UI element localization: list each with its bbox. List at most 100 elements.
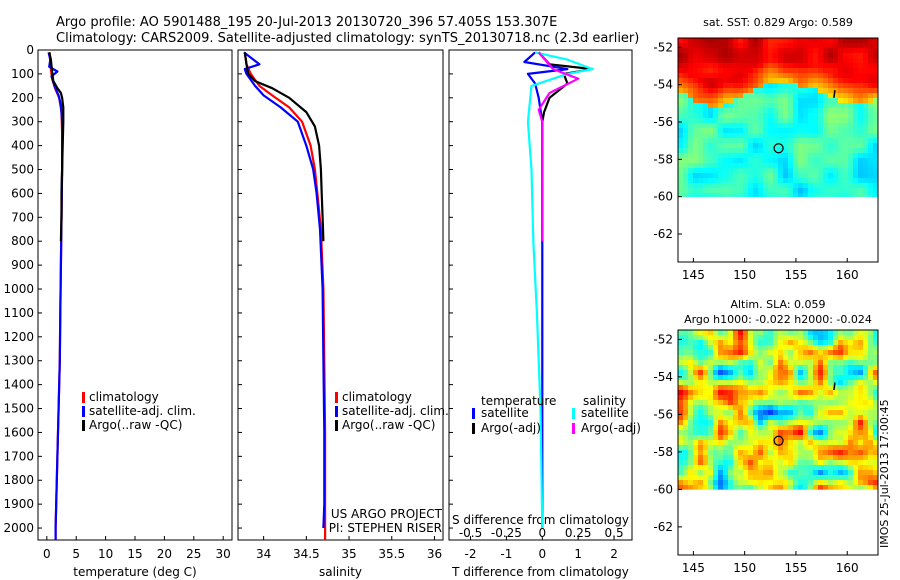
map-cell <box>803 153 809 159</box>
map-cell <box>708 183 714 189</box>
map-cell <box>688 460 694 466</box>
map-cell <box>823 355 829 361</box>
map-cell <box>708 385 714 391</box>
map-cell <box>838 440 844 446</box>
map-cell <box>678 465 684 471</box>
map-cell <box>748 48 754 54</box>
map-cell <box>848 188 854 194</box>
map-cell <box>713 390 719 396</box>
map-cell <box>748 470 754 476</box>
map-cell <box>718 385 724 391</box>
map-cell <box>778 138 784 144</box>
map-cell <box>758 48 764 54</box>
map-cell <box>698 108 704 114</box>
map-cell <box>763 138 769 144</box>
map-cell <box>713 98 719 104</box>
map-cell <box>813 148 819 154</box>
map-cell <box>703 103 709 109</box>
map-cell <box>828 435 834 441</box>
map-cell <box>733 63 739 69</box>
map-cell <box>678 83 684 89</box>
map-cell <box>838 450 844 456</box>
map-cell <box>793 158 799 164</box>
map-cell <box>698 450 704 456</box>
map-cell <box>718 68 724 74</box>
map-cell <box>758 178 764 184</box>
map-cell <box>678 435 684 441</box>
map-cell <box>683 485 689 490</box>
map-cell <box>708 103 714 109</box>
map-cell <box>863 113 869 119</box>
map-cell <box>678 48 684 54</box>
map-cell <box>703 435 709 441</box>
map-cell <box>733 380 739 386</box>
map-cell <box>678 420 684 426</box>
map-cell <box>863 128 869 134</box>
map-cell <box>798 395 804 401</box>
legend-title-salinity: salinity <box>583 394 626 408</box>
map-cell <box>693 38 699 44</box>
map-cell <box>783 445 789 451</box>
map-x-tick-label: 160 <box>836 268 859 282</box>
map-cell <box>798 73 804 79</box>
map-cell <box>818 410 824 416</box>
map-cell <box>778 68 784 74</box>
map-cell <box>818 480 824 486</box>
map-cell <box>728 335 734 341</box>
map-cell <box>818 163 824 169</box>
map-cell <box>683 148 689 154</box>
map-cell <box>733 148 739 154</box>
map-cell <box>698 385 704 391</box>
map-cell <box>748 83 754 89</box>
map-cell <box>748 395 754 401</box>
map-cell <box>858 138 864 144</box>
map-cell <box>723 188 729 194</box>
map-cell <box>793 455 799 461</box>
map-cell <box>693 108 699 114</box>
map-cell <box>783 123 789 129</box>
argo-position-marker <box>773 143 784 154</box>
map-cell <box>788 350 794 356</box>
map-cell <box>863 420 869 426</box>
map-cell <box>688 425 694 431</box>
y-tick-label: 2000 <box>3 521 34 535</box>
map-cell <box>788 178 794 184</box>
map-cell <box>738 435 744 441</box>
map-cell <box>743 410 749 416</box>
map-cell <box>748 38 754 44</box>
map-cell <box>823 450 829 456</box>
map-cell <box>748 410 754 416</box>
map-cell <box>848 395 854 401</box>
map-cell <box>768 390 774 396</box>
map-cell <box>753 335 759 341</box>
map-cell <box>728 355 734 361</box>
map-cell <box>743 425 749 431</box>
map-cell <box>743 98 749 104</box>
map-cell <box>868 73 874 79</box>
map-cell <box>783 88 789 94</box>
map-cell <box>793 350 799 356</box>
map-cell <box>828 465 834 471</box>
map-cell <box>763 148 769 154</box>
map-cell <box>773 460 779 466</box>
map-cell <box>733 43 739 49</box>
map-cell <box>678 385 684 391</box>
map-cell <box>733 450 739 456</box>
map-cell <box>688 98 694 104</box>
map-cell <box>708 193 714 197</box>
map-cell <box>838 410 844 416</box>
x2-tick-label: -0.25 <box>491 526 522 540</box>
map-cell <box>768 68 774 74</box>
map-cell <box>808 163 814 169</box>
map-cell <box>858 193 864 197</box>
map-cell <box>743 415 749 421</box>
map-y-tick-label: -52 <box>653 332 673 346</box>
map-cell <box>808 340 814 346</box>
map-cell <box>763 128 769 134</box>
map-cell <box>798 435 804 441</box>
map-cell <box>868 385 874 391</box>
map-cell <box>703 38 709 44</box>
map-cell <box>753 395 759 401</box>
map-cell <box>813 168 819 174</box>
map-cell <box>793 153 799 159</box>
